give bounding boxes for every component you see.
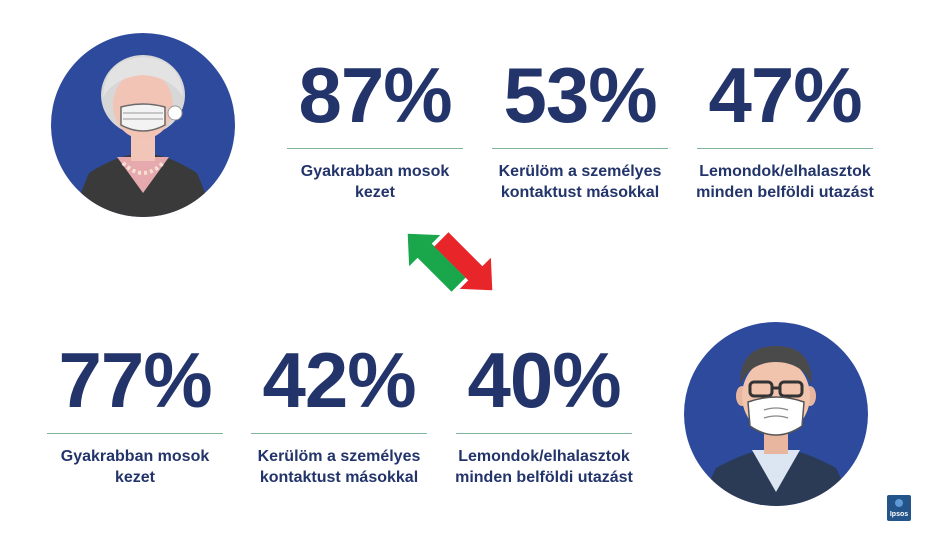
divider: [251, 433, 427, 434]
stat-label-line2: kontaktust másokkal: [500, 184, 660, 201]
stat-label: Kerülöm a személyes kontaktust másokkal: [244, 446, 434, 488]
stat-bottom-3: 40% Lemondok/elhalasztok minden belföldi…: [449, 341, 639, 488]
man-mask-icon: [684, 322, 868, 506]
stat-label-line1: Kerülöm a személyes: [498, 163, 662, 180]
stat-value: 40%: [467, 336, 621, 424]
elderly-woman-mask-icon: [51, 33, 235, 217]
stat-label-line2: kezet: [114, 469, 156, 486]
logo-mark: [895, 499, 903, 507]
stat-value: 42%: [262, 336, 416, 424]
stat-label: Gyakrabban mosok kezet: [280, 161, 470, 203]
stat-bottom-1: 77% Gyakrabban mosok kezet: [40, 341, 230, 488]
stat-label-line2: minden belföldi utazást: [696, 184, 874, 201]
stat-label-line1: Lemondok/elhalasztok: [458, 448, 630, 465]
stat-top-1: 87% Gyakrabban mosok kezet: [280, 56, 470, 203]
stat-label: Gyakrabban mosok kezet: [40, 446, 230, 488]
exchange-arrows-icon: [407, 232, 493, 292]
stat-label: Kerülöm a személyes kontaktust másokkal: [485, 161, 675, 203]
divider: [47, 433, 223, 434]
stat-label-line2: kezet: [354, 184, 396, 201]
stat-label-line1: Gyakrabban mosok: [60, 448, 210, 465]
stat-label-line1: Gyakrabban mosok: [300, 163, 450, 180]
divider: [492, 148, 668, 149]
stat-value: 87%: [298, 51, 452, 139]
stat-label-line1: Kerülöm a személyes: [257, 448, 421, 465]
stat-top-2: 53% Kerülöm a személyes kontaktust mások…: [485, 56, 675, 203]
divider: [287, 148, 463, 149]
divider: [456, 433, 632, 434]
stat-label: Lemondok/elhalasztok minden belföldi uta…: [449, 446, 639, 488]
stat-top-3: 47% Lemondok/elhalasztok minden belföldi…: [690, 56, 880, 203]
stat-bottom-2: 42% Kerülöm a személyes kontaktust mások…: [244, 341, 434, 488]
logo-text: Ipsos: [889, 511, 909, 518]
divider: [697, 148, 873, 149]
stat-label-line1: Lemondok/elhalasztok: [699, 163, 871, 180]
stat-label: Lemondok/elhalasztok minden belföldi uta…: [690, 161, 880, 203]
stat-value: 77%: [58, 336, 212, 424]
stat-label-line2: kontaktust másokkal: [259, 469, 419, 486]
stat-value: 47%: [708, 51, 862, 139]
stat-label-line2: minden belföldi utazást: [455, 469, 633, 486]
stat-value: 53%: [503, 51, 657, 139]
ipsos-logo: Ipsos: [887, 495, 911, 521]
